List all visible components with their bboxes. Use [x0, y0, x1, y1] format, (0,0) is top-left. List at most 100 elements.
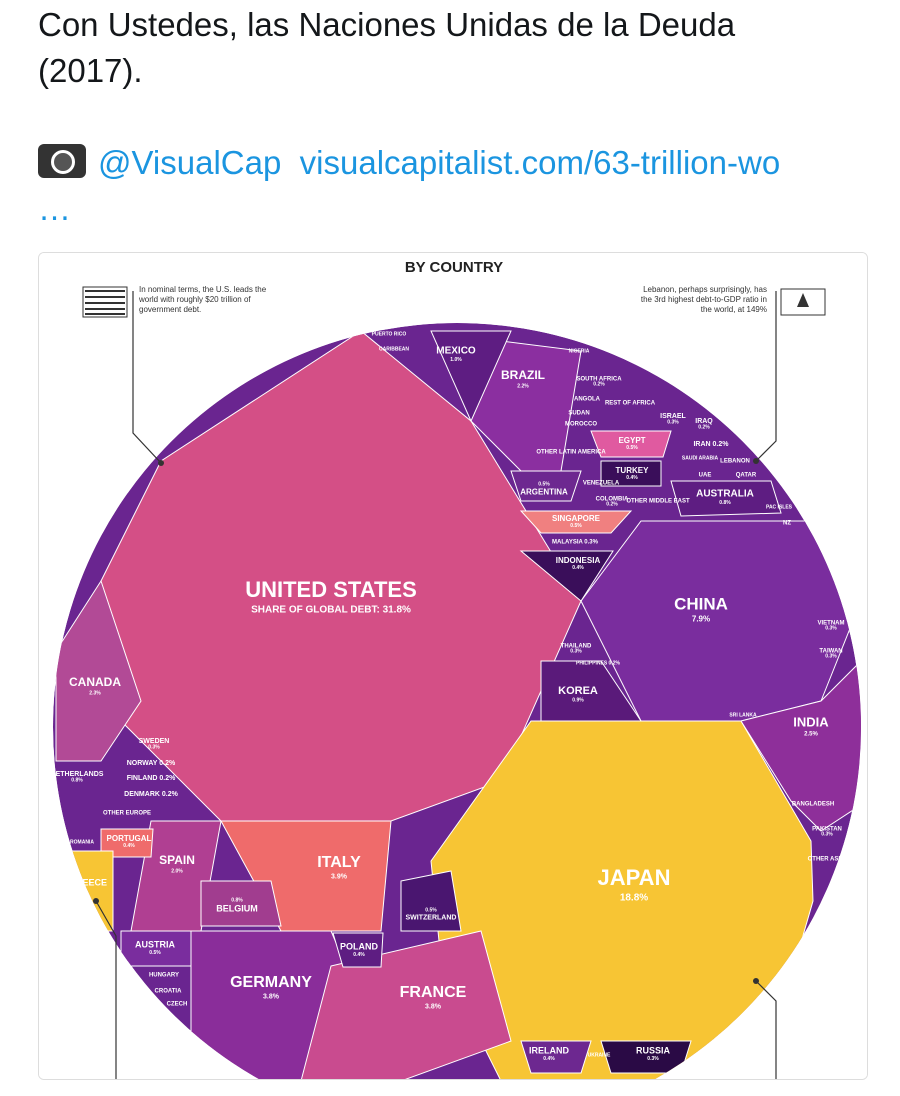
region-name: PUERTO RICO [372, 331, 407, 337]
region-name: LEBANON [720, 459, 750, 465]
region-name: QATAR [736, 473, 757, 479]
region-name: BRAZIL [501, 368, 545, 382]
region-name: FINLAND 0.2% [127, 775, 176, 782]
region-share: 2.2% [517, 384, 529, 390]
region-name: OTHER EUROPE [103, 811, 151, 817]
region-name: UKRAINE [588, 1052, 611, 1058]
region-share: 0.5% [149, 950, 161, 956]
region-name: ARGENTINA [520, 488, 568, 497]
region-shape [55, 579, 142, 762]
region-name: BELGIUM [216, 904, 258, 914]
region-shape [200, 880, 282, 927]
region-share: 3.9% [331, 873, 348, 880]
region-name: IRAQ [695, 418, 713, 425]
region-name: SUDAN [568, 411, 589, 417]
region-name: OTHER ASIA [808, 857, 845, 863]
region-shape [740, 659, 861, 832]
region-name: VIETNAM [818, 621, 845, 627]
region-name: MOROCCO [565, 422, 597, 428]
region-name: AUSTRIA [135, 939, 175, 949]
region-share: 3.8% [263, 993, 280, 1000]
region-name: DENMARK 0.2% [124, 791, 178, 798]
region-name: REST OF AFRICA [605, 401, 656, 407]
handle[interactable]: @VisualCap [98, 144, 282, 181]
region-name: NORWAY 0.2% [127, 760, 176, 767]
region-shape [590, 430, 672, 458]
region-share: 1.0% [450, 357, 462, 363]
region-name: INDONESIA [556, 556, 601, 565]
region-name: HUNGARY [149, 973, 179, 979]
region-name: BANGLADESH [792, 802, 834, 808]
region-name: GERMANY [230, 974, 312, 991]
region-share: 0.3% [667, 419, 679, 425]
region-name: PAC ISLES [766, 504, 793, 510]
region-name: PHILIPPINES 0.2% [576, 660, 620, 666]
region-shape [100, 828, 154, 858]
region-name: UNITED STATES [245, 577, 417, 602]
region-shape [520, 1040, 592, 1074]
region-name: ISRAEL [660, 413, 686, 420]
region-name: ITALY [317, 854, 361, 871]
region-shape [400, 870, 462, 932]
region-shape [519, 550, 614, 602]
region-shape [600, 460, 662, 487]
region-name: GREECE [69, 877, 107, 887]
region-shape [519, 510, 633, 534]
region-name: CHINA [674, 594, 728, 613]
region-name: TAIWAN [819, 649, 842, 655]
region-name: INDIA [793, 714, 829, 729]
region-name: OTHER LATIN AMERICA [536, 450, 606, 456]
region-name: IRELAND [529, 1045, 569, 1055]
infographic: BY COUNTRY UNITED STATES SHARE OF GLOBAL … [39, 253, 867, 1079]
region-share: 7.9% [692, 615, 710, 624]
region-share: 0.5% [626, 445, 638, 451]
region-share: 0.4% [572, 565, 584, 571]
region-name: CROATIA [155, 989, 183, 995]
region-name: MALAYSIA 0.3% [552, 540, 599, 546]
region-name: SPAIN [159, 853, 195, 867]
region-share: 0.8% [719, 500, 731, 506]
region-name: RUSSIA [636, 1045, 671, 1055]
region-share: 0.8% [71, 777, 83, 783]
region-share: 0.5% [425, 907, 437, 913]
region-name: ANGOLA [574, 397, 601, 403]
region-shape [332, 932, 384, 968]
region-share: 2.5% [804, 732, 818, 738]
region-name: PORTUGAL [107, 834, 152, 843]
region-name: SAUDI ARABIA [682, 455, 719, 461]
region-name: KOREA [558, 685, 598, 697]
note-lebanon: Lebanon, perhaps surprisingly, has the 3… [640, 285, 767, 314]
leader-lines [95, 291, 777, 1079]
region-share: 0.8% [231, 897, 243, 903]
region-shape [670, 480, 782, 517]
region-name: CANADA [69, 675, 121, 689]
region-name: ROMANIA [70, 839, 94, 845]
region-name: COLOMBIA [596, 497, 629, 503]
region-share: 18.8% [620, 892, 648, 903]
region-share: 2.3% [89, 691, 101, 697]
region-name: SOUTH AFRICA [576, 377, 622, 383]
region-share: 0.3% [821, 831, 833, 837]
region-name: JAPAN [598, 865, 671, 890]
region-share: 0.5% [538, 481, 550, 487]
region-name: THAILAND [561, 644, 592, 650]
region-share: 0.4% [353, 952, 365, 958]
region-share: 0.2% [593, 381, 605, 387]
region-share: 0.4% [543, 1056, 555, 1062]
region-name: POLAND [340, 941, 379, 951]
graphic-title: BY COUNTRY [405, 259, 503, 276]
region-share: 0.3% [148, 744, 160, 750]
note-us: In nominal terms, the U.S. leads the wor… [139, 285, 267, 314]
region-share: 0.2% [698, 424, 710, 430]
region-share: 3.8% [425, 1003, 442, 1010]
region-shape [130, 820, 222, 932]
region-shape [430, 330, 512, 423]
region-share: 0.5% [570, 523, 582, 529]
region-share: SHARE OF GLOBAL DEBT: 31.8% [251, 604, 411, 615]
region-name: SWITZERLAND [406, 915, 457, 922]
link[interactable]: visualcapitalist.com/63-trillion-wo … [38, 144, 781, 227]
region-name: FRANCE [400, 984, 467, 1001]
region-shape [510, 470, 582, 502]
region-shape [580, 520, 861, 722]
region-share: 0.4% [123, 843, 135, 849]
